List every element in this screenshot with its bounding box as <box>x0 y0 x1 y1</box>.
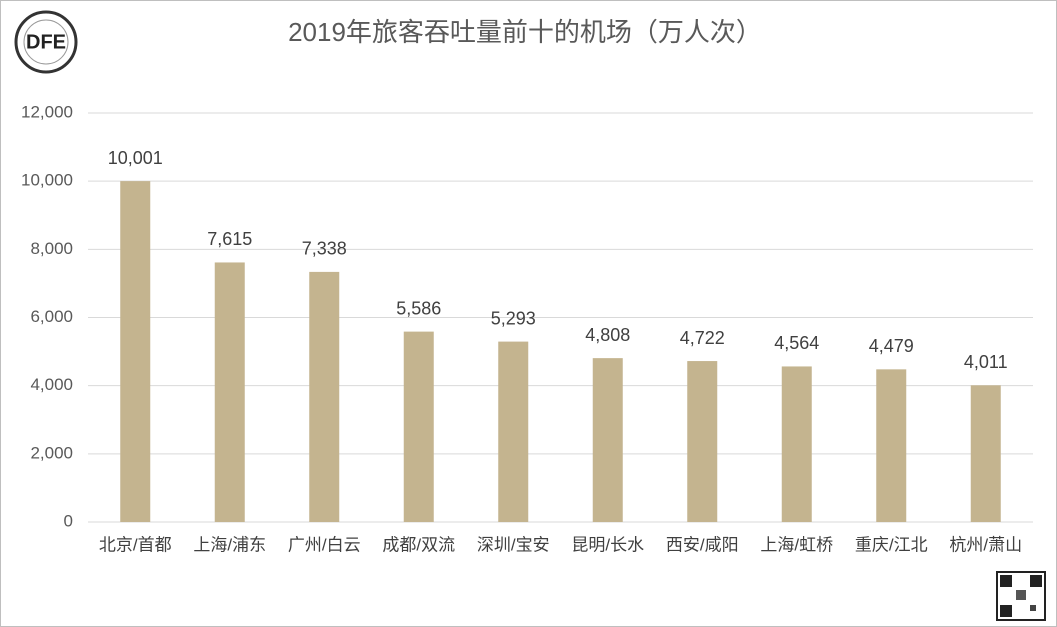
y-tick-label: 6,000 <box>30 307 73 326</box>
bar <box>876 369 907 522</box>
bar <box>214 262 245 522</box>
logo-text: DFE <box>26 31 66 53</box>
y-tick-label: 4,000 <box>30 375 73 394</box>
bar <box>687 361 718 522</box>
x-tick-label: 北京/首都 <box>99 535 172 554</box>
y-tick-label: 2,000 <box>30 443 73 462</box>
y-tick-label: 8,000 <box>30 239 73 258</box>
x-tick-label: 上海/虹桥 <box>760 535 833 554</box>
bar <box>592 358 623 522</box>
value-label: 4,722 <box>680 328 725 348</box>
x-tick-label: 成都/双流 <box>382 535 455 554</box>
bar <box>970 385 1001 522</box>
x-tick-label: 广州/白云 <box>288 535 361 554</box>
value-label: 4,011 <box>964 352 1008 372</box>
value-label: 4,808 <box>585 325 630 345</box>
x-tick-label: 上海/浦东 <box>193 535 266 554</box>
qr-code <box>996 571 1046 621</box>
y-tick-label: 10,000 <box>21 171 73 190</box>
y-tick-label: 12,000 <box>21 102 73 121</box>
bar <box>309 271 340 522</box>
chart-title: 2019年旅客吞吐量前十的机场（万人次） <box>288 17 762 47</box>
value-label: 4,479 <box>869 336 914 356</box>
bar <box>120 181 151 523</box>
x-tick-label: 重庆/江北 <box>855 535 928 554</box>
value-label: 7,615 <box>207 229 252 249</box>
x-tick-label: 杭州/萧山 <box>949 535 1022 554</box>
bar <box>498 341 529 522</box>
value-label: 4,564 <box>774 333 819 353</box>
x-tick-label: 深圳/宝安 <box>477 535 550 554</box>
value-label: 5,293 <box>491 308 536 328</box>
logo: DFE <box>14 10 78 74</box>
y-tick-label: 0 <box>64 511 73 530</box>
value-label: 10,001 <box>108 148 163 168</box>
value-label: 5,586 <box>396 298 441 318</box>
bar <box>781 366 812 522</box>
value-label: 7,338 <box>302 239 347 259</box>
x-tick-label: 西安/咸阳 <box>666 535 739 554</box>
x-tick-label: 昆明/长水 <box>571 535 644 554</box>
bar <box>403 331 434 522</box>
